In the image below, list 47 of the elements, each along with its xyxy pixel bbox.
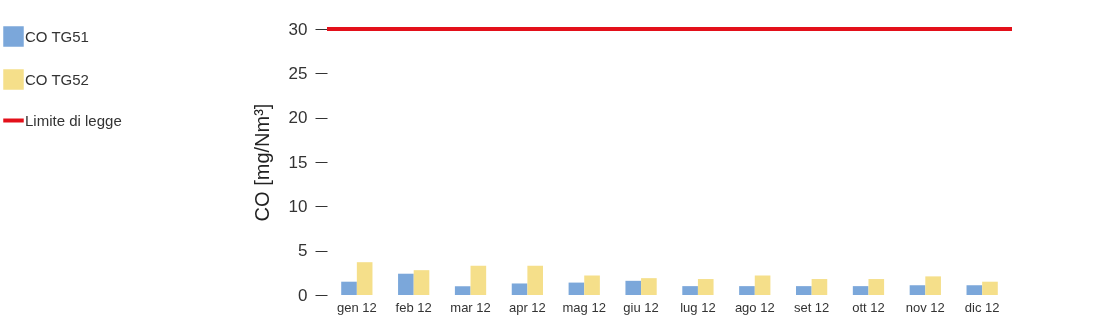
x-tick-label: gen 12 [336, 299, 377, 315]
x-tick-label: feb 12 [395, 299, 432, 315]
bar [511, 283, 528, 295]
x-tick-label: lug 12 [680, 299, 716, 315]
y-tick-label: 30 [288, 19, 308, 39]
y-tick-label: 25 [288, 63, 308, 83]
x-tick-label: apr 12 [508, 299, 546, 315]
y-tick-label: 0 [298, 285, 308, 305]
bar [697, 279, 714, 295]
bar [852, 286, 869, 295]
bar [868, 279, 885, 295]
bar [925, 276, 941, 295]
x-tick-label: ott 12 [852, 299, 885, 315]
y-axis-title: CO [mg/Nm³] [250, 103, 273, 222]
bar [413, 270, 430, 295]
legend-label: CO TG51 [25, 27, 89, 45]
x-tick-label: mar 12 [450, 299, 491, 315]
bar [356, 262, 373, 295]
x-tick-label: dic 12 [964, 299, 1000, 315]
bar [909, 285, 926, 295]
legend-label: Limite di legge [25, 111, 122, 129]
bar [568, 282, 585, 295]
bar [754, 275, 771, 295]
y-tick-label: 20 [288, 108, 308, 128]
bar [982, 281, 998, 295]
bar [966, 285, 983, 295]
bar [641, 278, 657, 295]
bar [341, 281, 357, 295]
bar [682, 286, 698, 295]
bar [398, 273, 414, 295]
x-tick-label: ago 12 [734, 299, 775, 315]
y-tick-label: 10 [288, 196, 308, 216]
bar [795, 286, 812, 295]
y-tick-label: 5 [298, 241, 308, 261]
bar [584, 275, 600, 295]
bar [811, 279, 828, 295]
x-tick-label: mag 12 [562, 299, 606, 315]
x-tick-label: giu 12 [623, 299, 659, 315]
y-tick-label: 15 [288, 152, 308, 172]
bar [470, 265, 487, 295]
x-tick-label: set 12 [793, 299, 830, 315]
bar [454, 286, 471, 295]
bar [527, 265, 544, 295]
bar [739, 286, 755, 295]
legend-label: CO TG52 [25, 70, 89, 88]
bar [625, 280, 642, 295]
x-tick-label: nov 12 [905, 299, 945, 315]
